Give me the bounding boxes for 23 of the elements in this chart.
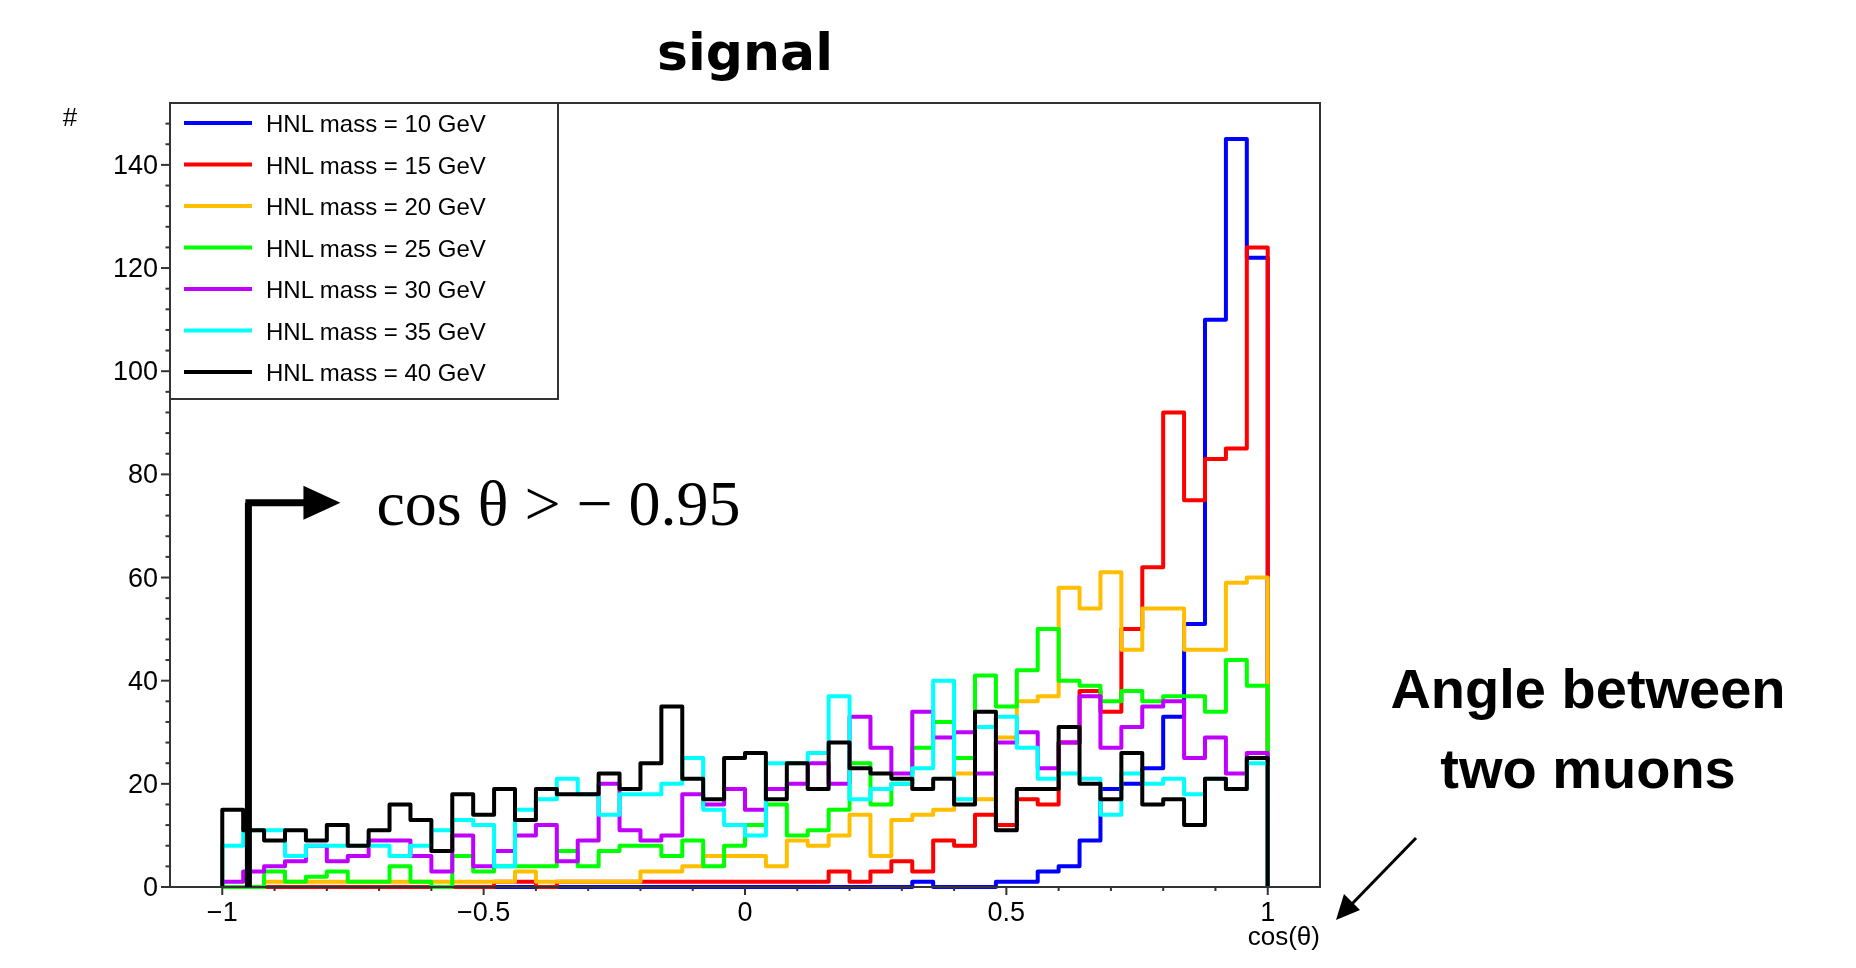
- y-tick-label: 100: [112, 356, 158, 387]
- legend-label: HNL mass = 10 GeV: [266, 110, 486, 137]
- x-tick-label: −0.5: [456, 897, 511, 927]
- legend-label: HNL mass = 20 GeV: [266, 193, 486, 220]
- legend-label: HNL mass = 15 GeV: [266, 151, 486, 179]
- y-tick-label: 60: [127, 562, 158, 593]
- y-tick-label: 80: [127, 459, 158, 490]
- legend-label: HNL mass = 35 GeV: [266, 317, 486, 345]
- legend-label: HNL mass = 30 GeV: [266, 276, 486, 303]
- y-tick-label: 40: [127, 665, 158, 696]
- legend-label: HNL mass = 25 GeV: [266, 234, 486, 262]
- y-tick-label: 20: [127, 768, 158, 799]
- chart-title: signal: [657, 22, 833, 82]
- y-tick-label: 0: [142, 872, 158, 902]
- y-tick-label: 140: [112, 149, 158, 180]
- x-tick-label: 0: [737, 897, 753, 927]
- x-tick-label: 0.5: [987, 897, 1026, 927]
- y-tick-label: 120: [112, 253, 158, 284]
- text: Angle between two muons: [1390, 657, 1786, 800]
- x-tick-label: −1: [206, 897, 238, 927]
- y-axis-title: #: [62, 102, 78, 132]
- ref-line-label: cos θ > − 0.95: [376, 467, 741, 539]
- legend-label: HNL mass = 40 GeV: [266, 359, 486, 386]
